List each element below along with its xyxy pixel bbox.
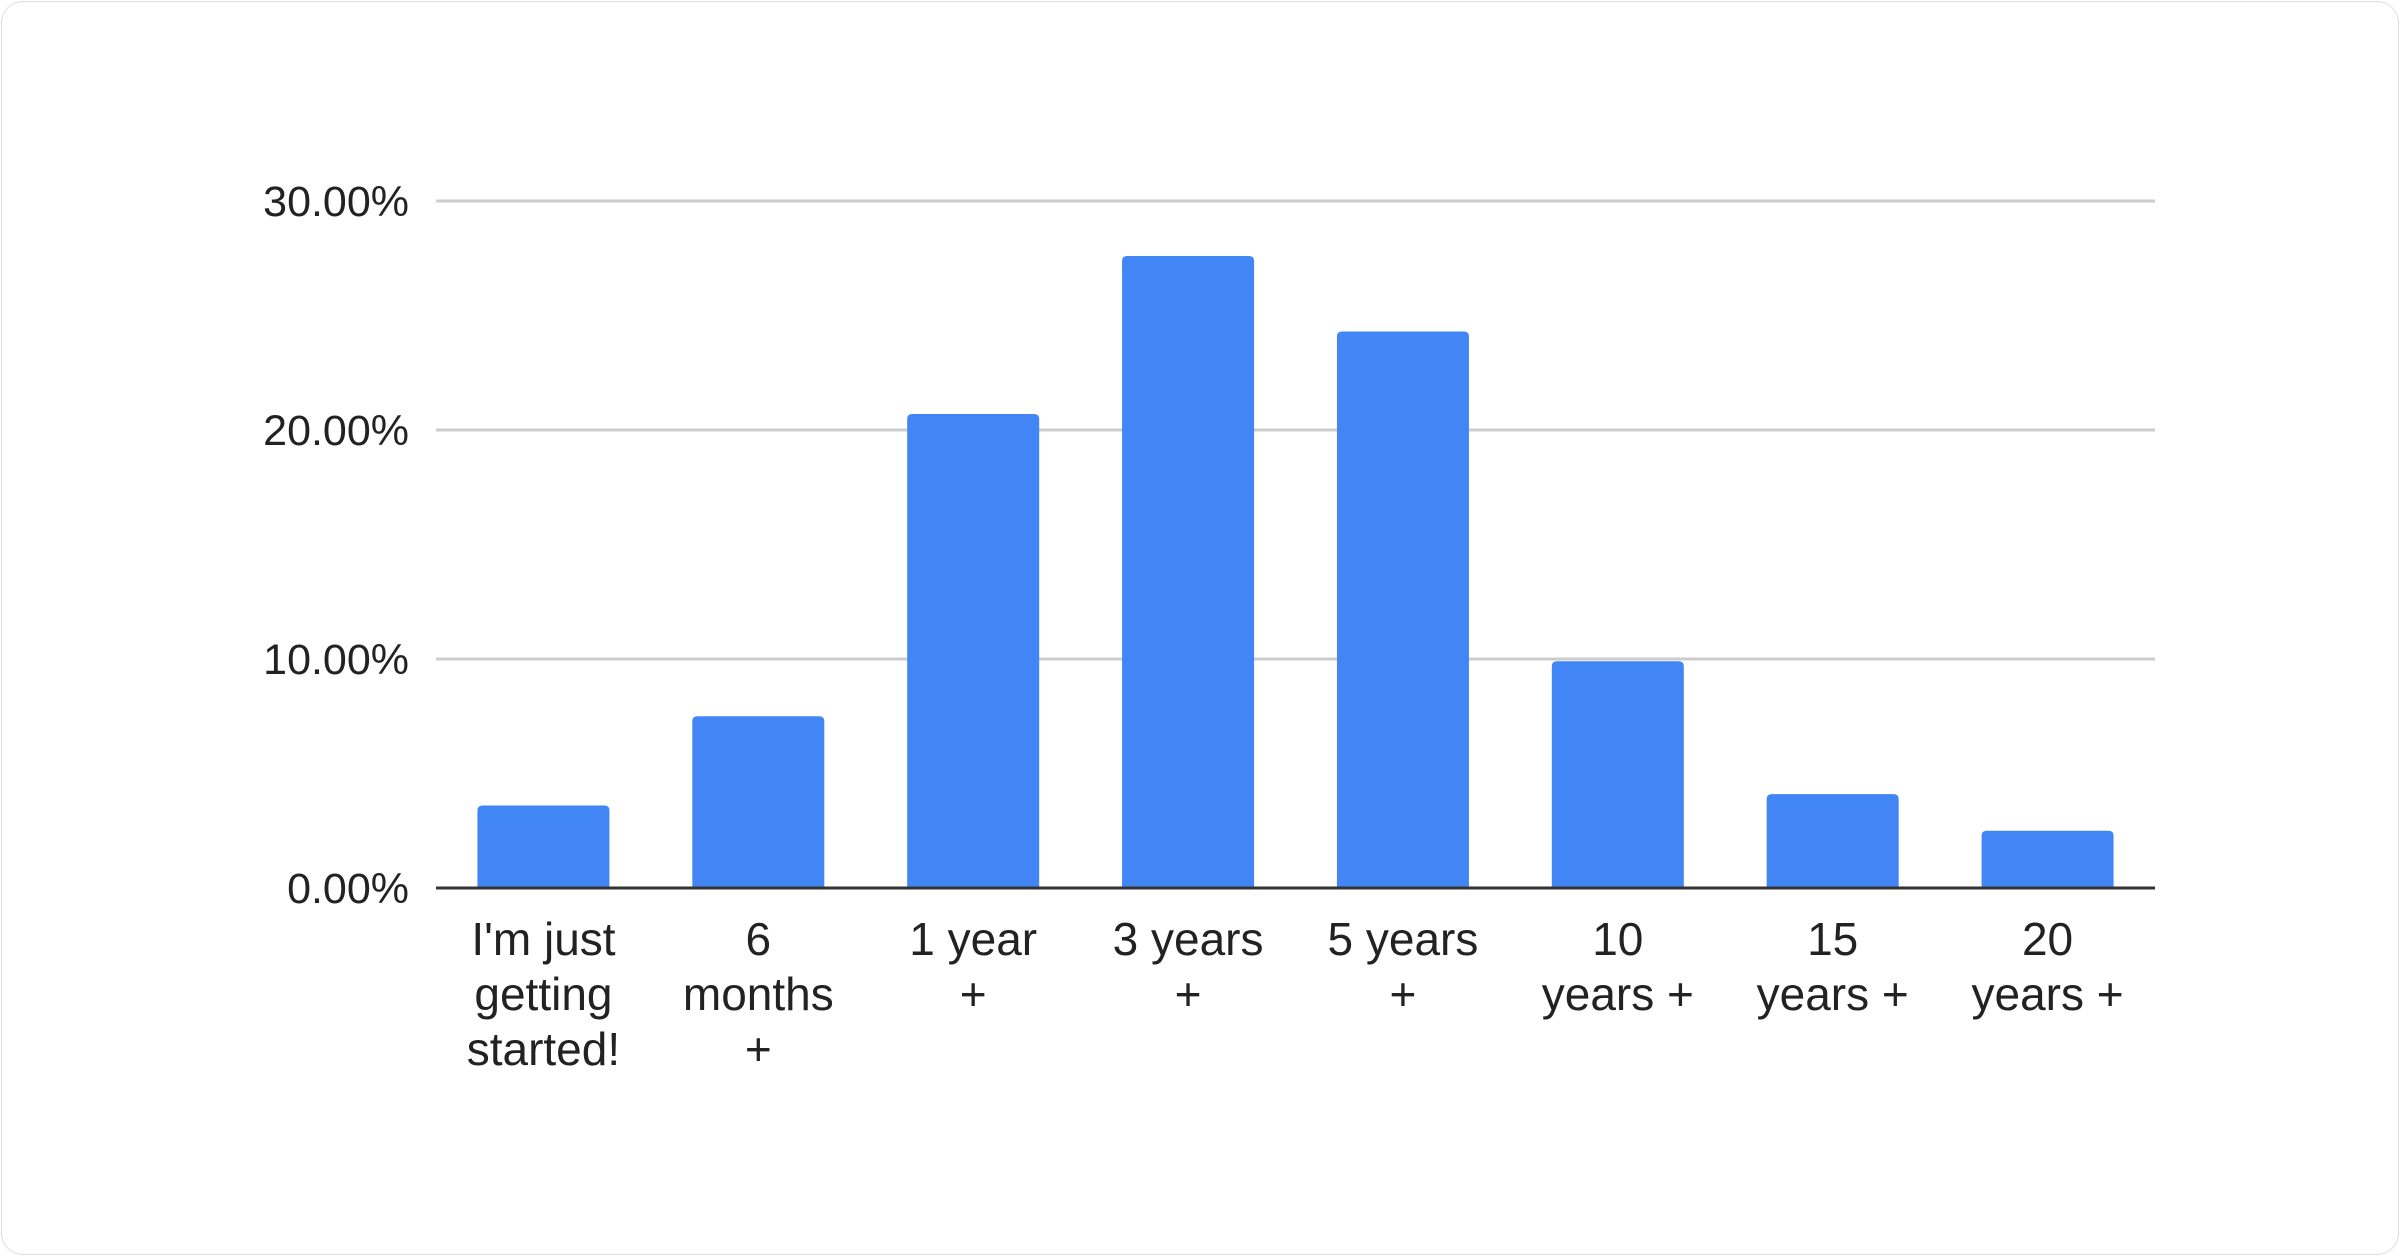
y-axis-ticks: 0.00% 10.00% 20.00% 30.00% [263, 178, 409, 913]
x-axis-labels: I'm just getting started! 6 months + 1 year + 3 … [467, 913, 2124, 1075]
x-tick-label: 20 years + [1971, 913, 2123, 1020]
y-tick-label: 0.00% [287, 865, 409, 913]
bar [907, 413, 1040, 888]
gridlines [436, 199, 2155, 661]
bars [477, 255, 2114, 888]
y-tick-label: 10.00% [263, 636, 409, 684]
bar [692, 716, 825, 888]
x-tick-label: 6 months + [683, 913, 834, 1075]
x-tick-label: 15 years + [1757, 913, 1909, 1020]
x-tick-label: 10 years + [1542, 913, 1694, 1020]
y-tick-label: 20.00% [263, 407, 409, 455]
bar [1981, 830, 2114, 888]
bar [1336, 331, 1469, 888]
x-tick-label: 1 year + [909, 913, 1037, 1020]
x-tick-label: 5 years + [1328, 913, 1479, 1020]
bar [1122, 255, 1255, 888]
x-tick-label: 3 years + [1113, 913, 1264, 1020]
bar [477, 805, 610, 888]
bar [1551, 661, 1684, 888]
bar [1766, 794, 1899, 888]
y-tick-label: 30.00% [263, 178, 409, 226]
x-tick-label: I'm just getting started! [467, 913, 620, 1075]
